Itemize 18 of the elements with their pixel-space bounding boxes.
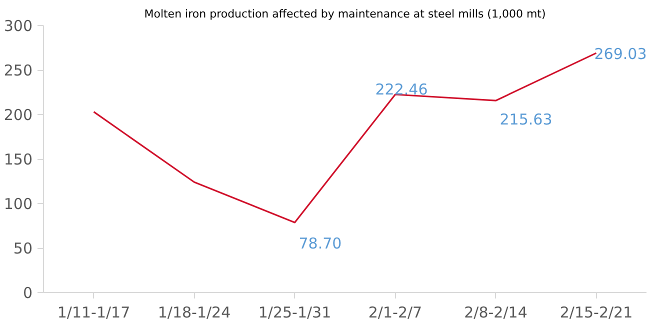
y-tick-label: 300 bbox=[4, 17, 33, 35]
data-label: 222.46 bbox=[375, 80, 428, 99]
y-tick-label: 0 bbox=[22, 284, 33, 302]
x-tick-label: 1/11-1/17 bbox=[57, 304, 130, 322]
data-label: 78.70 bbox=[298, 234, 342, 252]
x-tick-label: 2/8-2/14 bbox=[464, 304, 528, 322]
x-tick-label: 1/18-1/24 bbox=[158, 304, 231, 322]
y-tick-label: 200 bbox=[4, 106, 33, 124]
y-tick-label: 50 bbox=[13, 240, 33, 258]
y-tick-label: 250 bbox=[4, 62, 33, 80]
data-label: 215.63 bbox=[500, 110, 552, 129]
y-tick-label: 150 bbox=[4, 150, 33, 168]
chart-title: Molten iron production affected by maintenance at steel mills (1,000 mt) bbox=[144, 8, 546, 20]
x-tick-label: 1/25-1/31 bbox=[258, 304, 332, 322]
x-tick-label: 2/15-2/21 bbox=[560, 304, 633, 322]
x-tick-label: 2/1-2/7 bbox=[368, 304, 422, 322]
data-label: 269.03 bbox=[594, 45, 647, 64]
y-tick-label: 100 bbox=[4, 195, 33, 213]
